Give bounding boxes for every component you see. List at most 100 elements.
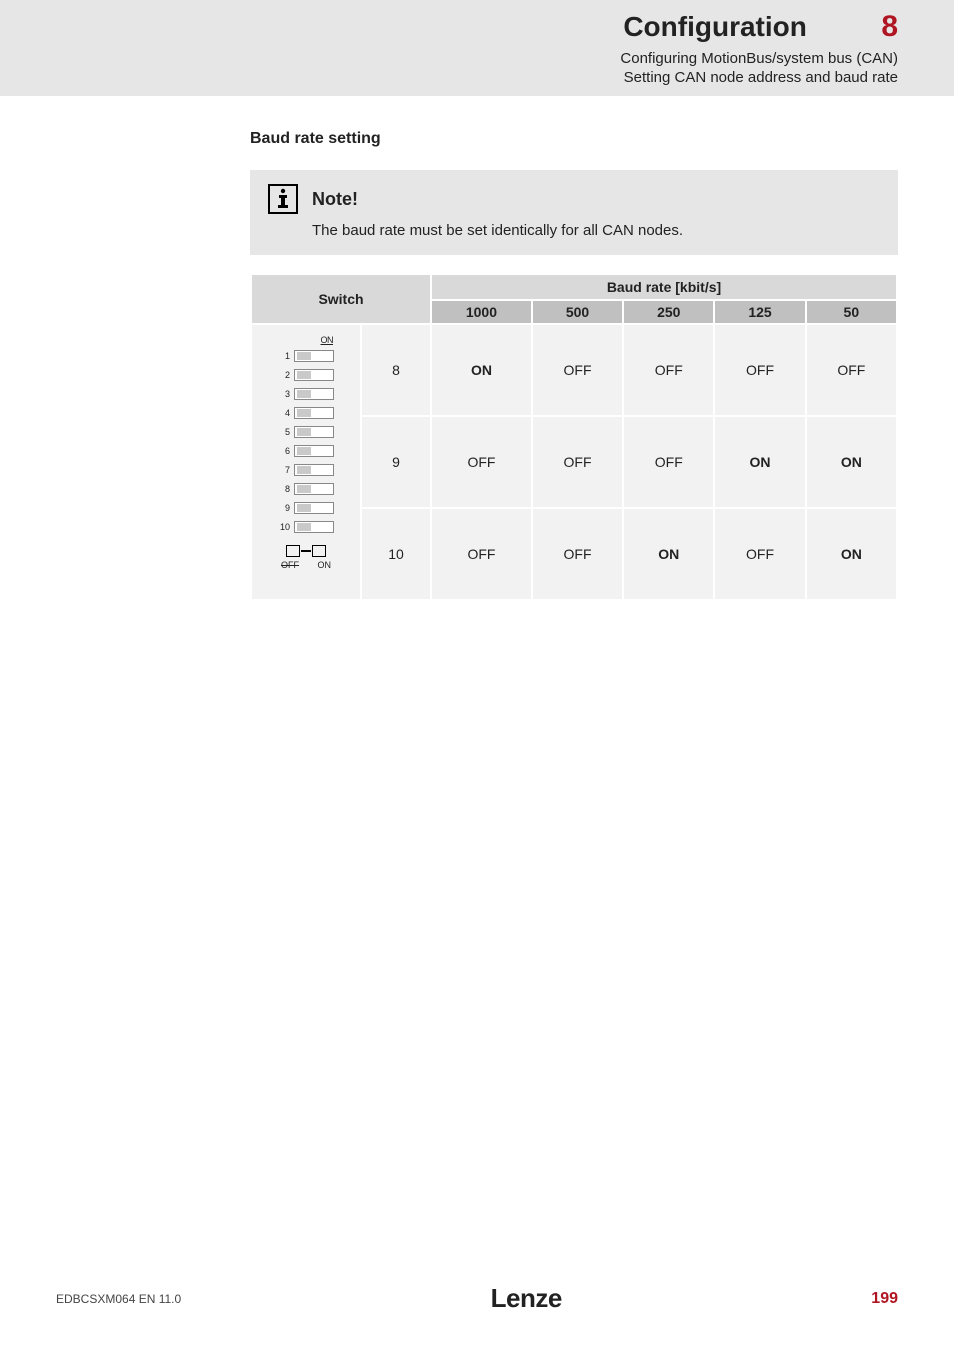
baud-cell: ON xyxy=(431,324,532,416)
baud-cell: OFF xyxy=(431,508,532,600)
baud-cell: OFF xyxy=(532,508,623,600)
switch-number: 10 xyxy=(362,509,430,599)
dip-arrow-icon xyxy=(286,544,326,558)
dip-slot xyxy=(294,426,334,438)
dip-slot xyxy=(294,445,334,457)
baud-value: ON xyxy=(807,509,896,599)
baud-cell: OFF xyxy=(431,416,532,508)
dip-slot xyxy=(294,521,334,533)
lenze-logo: Lenze xyxy=(491,1283,562,1314)
note-title: Note! xyxy=(312,189,358,210)
dip-row-5: 5 xyxy=(278,422,334,441)
dip-row-9: 9 xyxy=(278,498,334,517)
dip-wrap: ON 1 2 3 4 5 6 7 8 9 10 xyxy=(252,335,360,570)
dip-num: 10 xyxy=(278,522,290,532)
dip-slot xyxy=(294,369,334,381)
dip-num: 7 xyxy=(278,465,290,475)
dip-row-3: 3 xyxy=(278,384,334,403)
dip-switch-diagram: ON 1 2 3 4 5 6 7 8 9 10 xyxy=(251,324,361,600)
dip-num: 3 xyxy=(278,389,290,399)
switch-number: 9 xyxy=(362,417,430,507)
baud-value: OFF xyxy=(533,417,622,507)
switch-number: 8 xyxy=(362,325,430,415)
dip-num: 8 xyxy=(278,484,290,494)
header-subtitle-2: Setting CAN node address and baud rate xyxy=(620,69,898,86)
dip-row-10: 10 xyxy=(278,517,334,536)
dip-row-4: 4 xyxy=(278,403,334,422)
dip-slot xyxy=(294,388,334,400)
header-subtitle-1: Configuring MotionBus/system bus (CAN) xyxy=(620,50,898,67)
header-inner: Configuration 8 Configuring MotionBus/sy… xyxy=(620,10,898,86)
dip-num: 4 xyxy=(278,408,290,418)
switch-number-cell: 10 xyxy=(361,508,431,600)
baud-cell: OFF xyxy=(714,508,805,600)
dip-off-label: OFF xyxy=(281,560,299,570)
table-header-row-1: Switch Baud rate [kbit/s] xyxy=(251,274,897,300)
dip-slot xyxy=(294,483,334,495)
header-title-row: Configuration 8 xyxy=(620,10,898,44)
baud-cell: ON xyxy=(714,416,805,508)
dip-num: 1 xyxy=(278,351,290,361)
dip-row-1: 1 xyxy=(278,346,334,365)
baud-value: OFF xyxy=(715,509,804,599)
dip-row-6: 6 xyxy=(278,441,334,460)
baud-value: OFF xyxy=(624,325,713,415)
note-body: The baud rate must be set identically fo… xyxy=(268,222,880,239)
section-heading: Baud rate setting xyxy=(250,130,898,148)
dip-num: 2 xyxy=(278,370,290,380)
chapter-number: 8 xyxy=(881,10,898,44)
switch-number-cell: 8 xyxy=(361,324,431,416)
page-title: Configuration xyxy=(623,11,807,43)
dip-slot xyxy=(294,407,334,419)
baud-header: Baud rate [kbit/s] xyxy=(431,274,897,300)
page-number: 199 xyxy=(871,1290,898,1308)
baud-cell: ON xyxy=(806,508,897,600)
baud-value: ON xyxy=(807,417,896,507)
page: Configuration 8 Configuring MotionBus/sy… xyxy=(0,0,954,1350)
col-250: 250 xyxy=(623,300,714,324)
switch-number-cell: 9 xyxy=(361,416,431,508)
baud-rate-table: Switch Baud rate [kbit/s] 1000 500 250 1… xyxy=(250,273,898,601)
content-area: Baud rate setting Note! The baud rate mu… xyxy=(0,96,954,601)
note-title-row: Note! xyxy=(268,184,880,214)
dip-on-label-footer: ON xyxy=(318,560,332,570)
dip-row-2: 2 xyxy=(278,365,334,384)
baud-cell: ON xyxy=(623,508,714,600)
baud-cell: OFF xyxy=(806,324,897,416)
baud-cell: OFF xyxy=(623,416,714,508)
note-box: Note! The baud rate must be set identica… xyxy=(250,170,898,255)
dip-slot xyxy=(294,350,334,362)
info-icon xyxy=(268,184,298,214)
document-id: EDBCSXM064 EN 11.0 xyxy=(56,1292,181,1306)
col-500: 500 xyxy=(532,300,623,324)
switch-header: Switch xyxy=(251,274,431,324)
baud-cell: OFF xyxy=(532,324,623,416)
page-footer: EDBCSXM064 EN 11.0 Lenze 199 xyxy=(0,1283,954,1314)
col-125: 125 xyxy=(714,300,805,324)
baud-value: OFF xyxy=(807,325,896,415)
dip-num: 6 xyxy=(278,446,290,456)
baud-value: OFF xyxy=(624,417,713,507)
col-50: 50 xyxy=(806,300,897,324)
baud-value: OFF xyxy=(432,509,531,599)
baud-value: ON xyxy=(624,509,713,599)
baud-value: OFF xyxy=(432,417,531,507)
dip-offon-labels: OFF ON xyxy=(281,560,331,570)
dip-row-7: 7 xyxy=(278,460,334,479)
baud-value: ON xyxy=(715,417,804,507)
dip-footer: OFF ON xyxy=(281,544,331,570)
dip-on-label: ON xyxy=(277,335,335,345)
baud-cell: OFF xyxy=(532,416,623,508)
col-1000: 1000 xyxy=(431,300,532,324)
dip-row-8: 8 xyxy=(278,479,334,498)
baud-value: OFF xyxy=(533,325,622,415)
header-band: Configuration 8 Configuring MotionBus/sy… xyxy=(0,0,954,96)
baud-value: OFF xyxy=(715,325,804,415)
table-row: ON 1 2 3 4 5 6 7 8 9 10 xyxy=(251,324,897,416)
baud-value: OFF xyxy=(533,509,622,599)
dip-num: 5 xyxy=(278,427,290,437)
dip-slot xyxy=(294,502,334,514)
baud-cell: ON xyxy=(806,416,897,508)
baud-cell: OFF xyxy=(623,324,714,416)
dip-num: 9 xyxy=(278,503,290,513)
